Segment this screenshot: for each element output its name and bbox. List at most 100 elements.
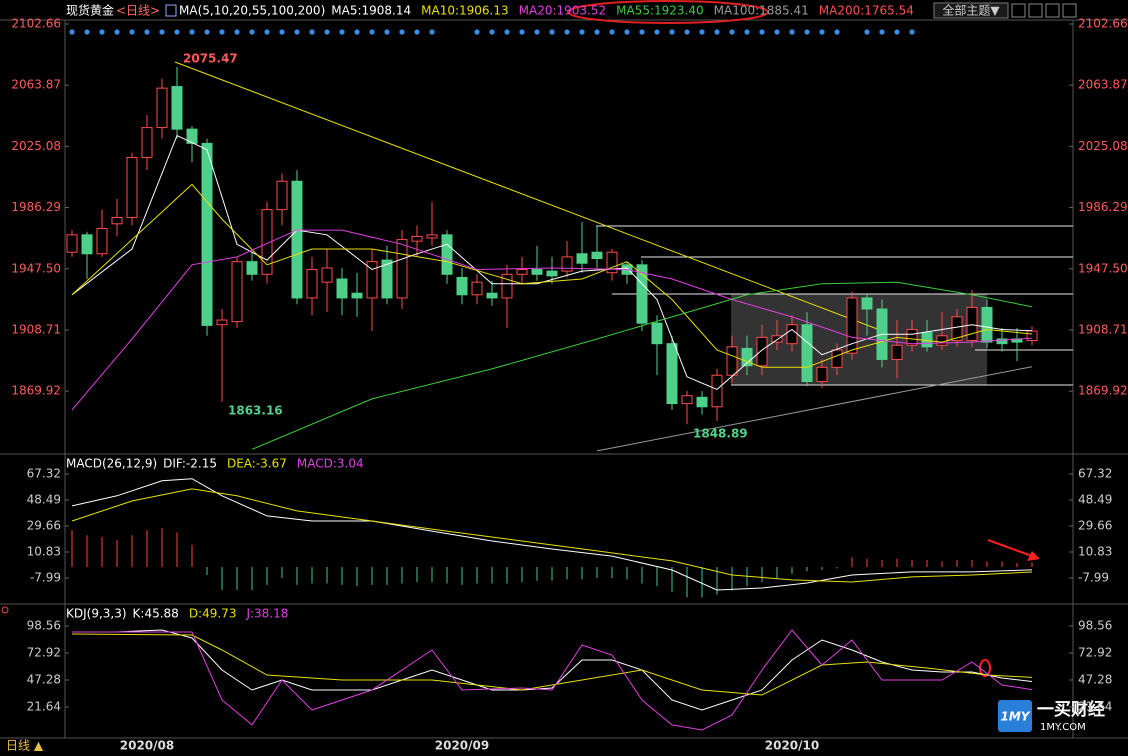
event-dot: [144, 29, 150, 35]
x-tick-label: 2020/09: [435, 739, 489, 753]
y-tick-label: 72.92: [27, 645, 61, 659]
event-dot: [264, 29, 270, 35]
candle-body: [141, 127, 153, 159]
event-dot: [879, 29, 885, 35]
event-dot: [684, 29, 690, 35]
y-tick-label: 48.49: [27, 492, 61, 506]
legend-entry: MACD:3.04: [297, 457, 364, 471]
event-dot: [564, 29, 570, 35]
max-button[interactable]: [1028, 3, 1043, 18]
arrow-head: [1027, 551, 1040, 561]
candle-body: [201, 142, 213, 326]
event-dot: [819, 29, 825, 35]
candle-body: [996, 338, 1008, 345]
event-dot: [609, 29, 615, 35]
legend-entry: MA55:1923.40: [616, 4, 704, 18]
y-tick-label: 1908.71: [11, 322, 61, 336]
logo-badge: [998, 700, 1032, 732]
range-box[interactable]: [731, 294, 987, 385]
y-tick-label: 10.83: [27, 545, 61, 559]
trend-line[interactable]: [174, 61, 881, 331]
candle-body: [111, 216, 123, 225]
candle-body: [126, 157, 138, 218]
candle-body: [306, 269, 318, 299]
event-dot: [129, 29, 135, 35]
candle-body: [216, 319, 228, 326]
event-dot: [219, 29, 225, 35]
brand-url: 1MY.COM: [1040, 722, 1086, 733]
event-dot: [834, 29, 840, 35]
period-tab[interactable]: 日线 ▲: [6, 739, 44, 753]
event-dot: [189, 29, 195, 35]
highlight-ellipse: [567, 0, 769, 24]
candle-body: [1026, 330, 1038, 342]
y-tick-label: 67.32: [1078, 466, 1112, 480]
candle-body: [966, 306, 978, 342]
indicator-line: [72, 629, 1033, 711]
candle-body: [516, 269, 528, 275]
event-dot: [579, 29, 585, 35]
y-tick-label: 98.56: [27, 618, 61, 632]
event-dot: [354, 29, 360, 35]
event-dot: [339, 29, 345, 35]
indicator-line: [71, 488, 1033, 583]
min-button[interactable]: [1011, 3, 1026, 18]
price-annotation: 1863.16: [228, 404, 283, 418]
candle-body: [441, 234, 453, 275]
candle-body: [951, 316, 963, 342]
event-dot: [279, 29, 285, 35]
legend-entry: MA20:1903.52: [519, 4, 607, 18]
event-dot: [789, 29, 795, 35]
y-tick-label: 2025.08: [11, 139, 61, 153]
indicator-icon[interactable]: [165, 4, 177, 17]
candle-body: [711, 374, 723, 408]
y-tick-label: 2102.66: [11, 17, 61, 31]
candle-body: [606, 251, 618, 274]
event-dot: [174, 29, 180, 35]
restore-button[interactable]: [1045, 3, 1060, 18]
candle-body: [336, 278, 348, 299]
y-tick-label: 2063.87: [1078, 78, 1128, 92]
candle-body: [756, 336, 768, 367]
indicator-line: [596, 366, 1033, 452]
y-tick-label: 21.64: [27, 699, 61, 713]
close-button[interactable]: [1062, 3, 1077, 18]
theme-button[interactable]: [933, 2, 1009, 19]
candle-body: [261, 209, 273, 275]
candle-body: [546, 270, 558, 277]
indicator-line: [72, 629, 1033, 731]
y-tick-label: 47.28: [27, 672, 61, 686]
legend-entry: MA100:1885.41: [714, 4, 809, 18]
event-dot: [114, 29, 120, 35]
candle-body: [816, 366, 828, 383]
y-tick-label: 67.32: [27, 466, 61, 480]
candle-body: [411, 235, 423, 242]
candle-body: [486, 292, 498, 299]
y-tick-label: 29.66: [27, 519, 61, 533]
arrow: [987, 539, 1033, 557]
event-dot: [369, 29, 375, 35]
event-dot: [759, 29, 765, 35]
y-tick-label: 1947.50: [1078, 261, 1128, 275]
event-dot: [774, 29, 780, 35]
legend-entry: J:38.18: [245, 607, 288, 621]
candle-body: [381, 259, 393, 299]
candle-body: [171, 86, 183, 130]
period-selector[interactable]: <日线>: [116, 4, 160, 18]
theme-label[interactable]: 全部主题▼: [942, 3, 1000, 18]
price-annotation: 2075.47: [183, 52, 238, 66]
price-annotation: 1848.89: [693, 427, 748, 441]
candle-body: [291, 180, 303, 299]
y-tick-label: 2025.08: [1078, 139, 1128, 153]
candle-body: [501, 273, 513, 299]
y-tick-label: 2063.87: [11, 78, 61, 92]
y-tick-label: 1986.29: [11, 200, 61, 214]
event-dot: [474, 29, 480, 35]
candle-body: [471, 281, 483, 296]
candle-body: [81, 234, 93, 255]
candle-body: [846, 297, 858, 354]
event-dot: [534, 29, 540, 35]
y-tick-label: 1869.92: [11, 384, 61, 398]
y-tick-label: 29.66: [1078, 519, 1112, 533]
